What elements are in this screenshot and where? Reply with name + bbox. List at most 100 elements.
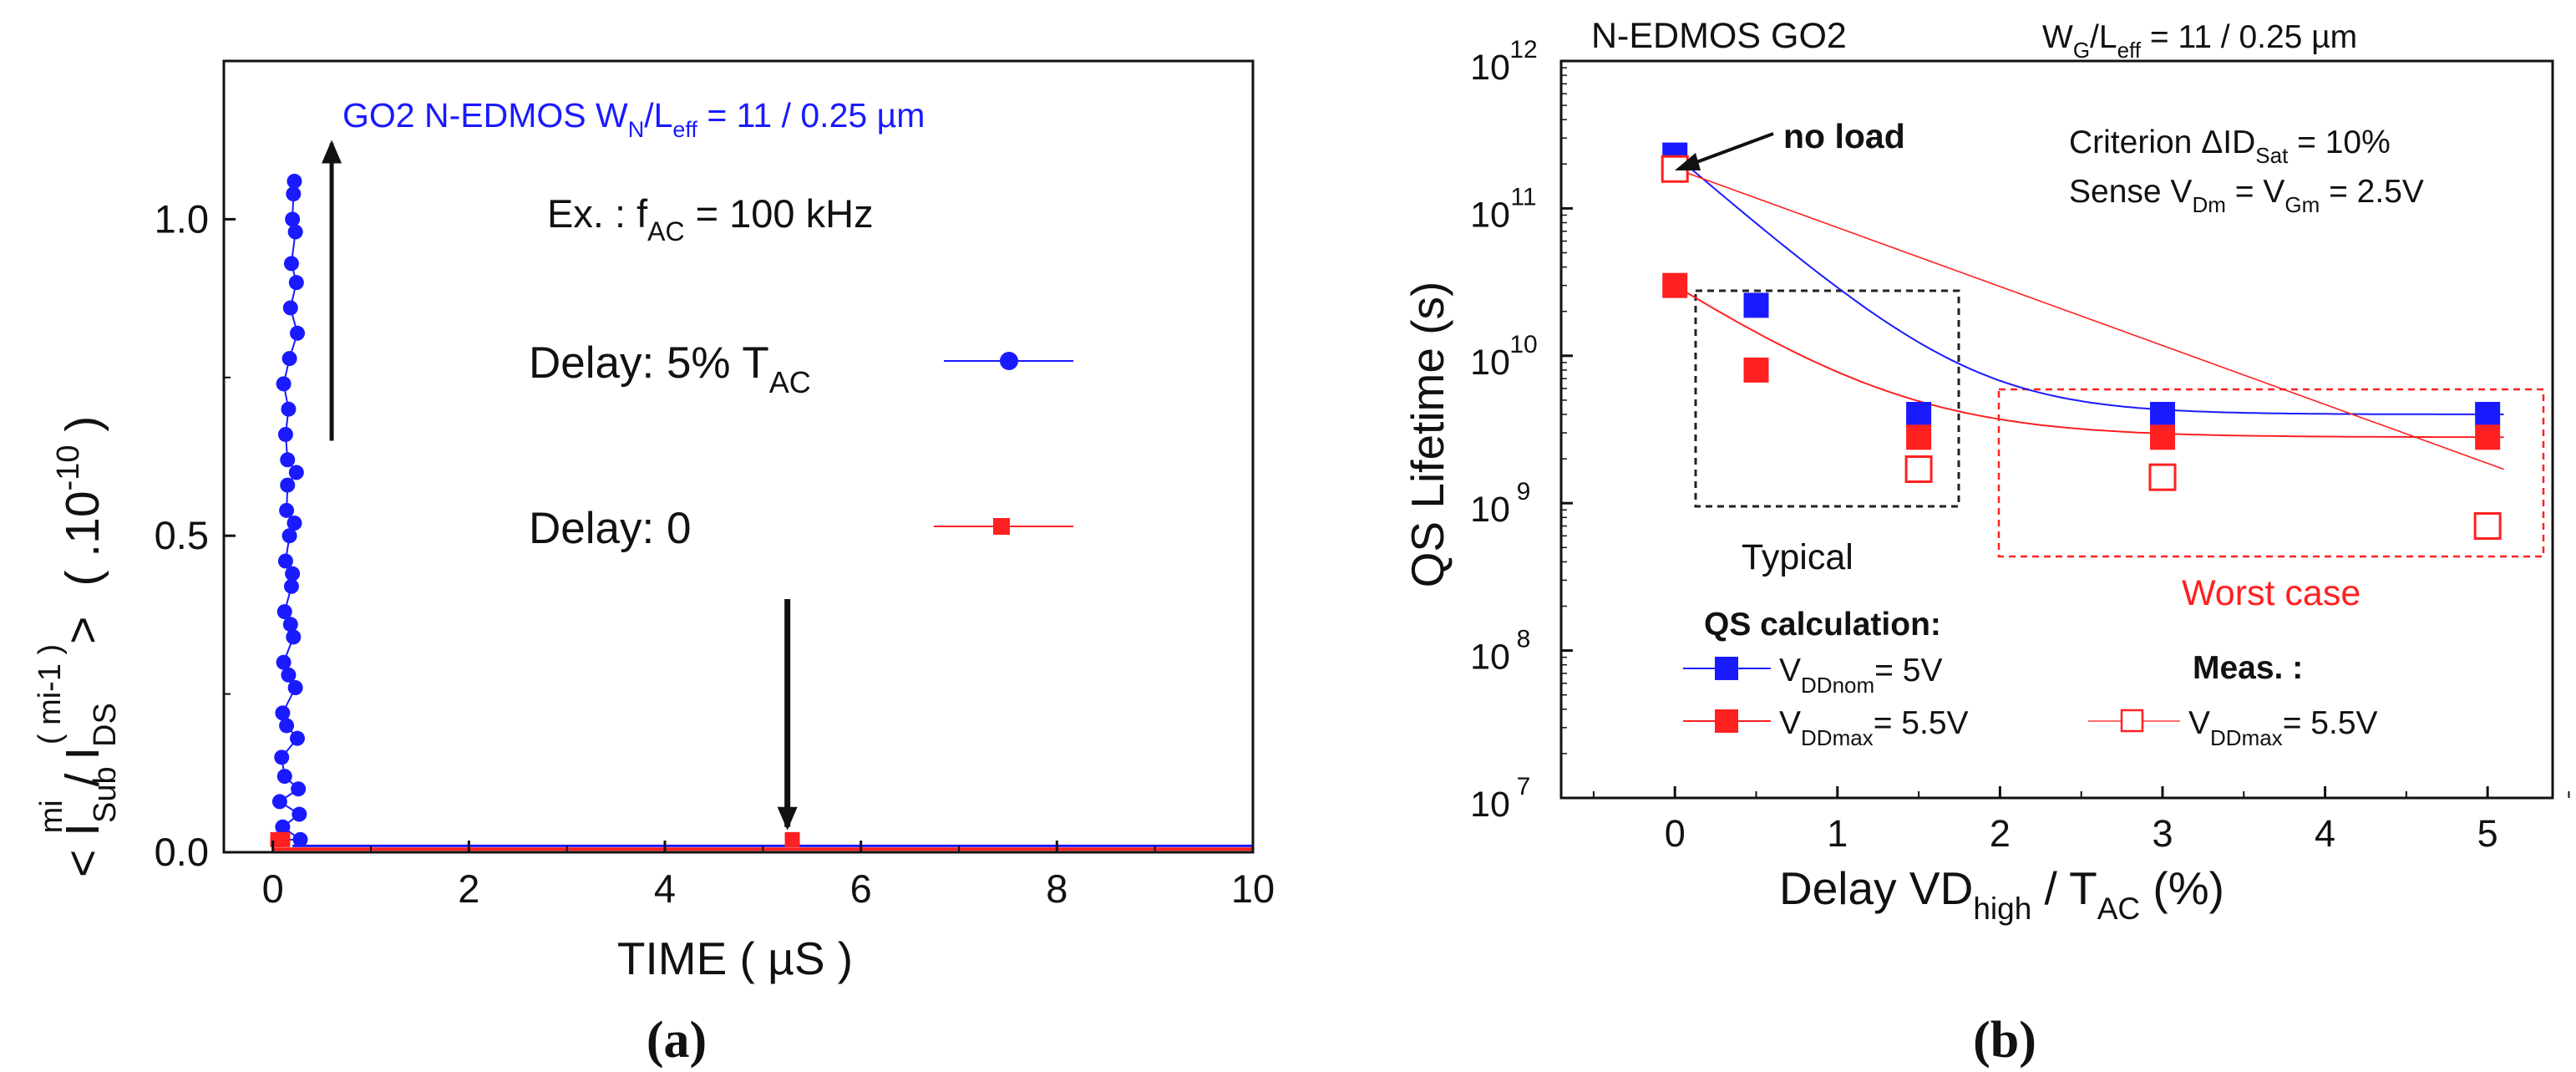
data-point [288, 465, 304, 480]
y-tick-exponent: 8 [1517, 626, 1531, 653]
panel-b-annotation-sense: Sense VDm = VGm = 2.5V [2069, 174, 2424, 217]
data-point [1906, 424, 1932, 450]
y-tick-label: 10 [1470, 195, 1510, 235]
panel-a-title: GO2 N-EDMOS WN/Leff = 11 / 0.25 µm [342, 96, 925, 142]
x-tick-label: 0 [1665, 812, 1686, 855]
legend-label-vddnom: VDDnom= 5V [1779, 653, 1942, 698]
data-point [1662, 272, 1688, 298]
panel-a-arrows [322, 140, 798, 831]
y-tick-label: 10 [1470, 343, 1510, 383]
legend-heading-meas: Meas. : [2193, 650, 2303, 686]
data-point [290, 325, 305, 341]
x-tick-label: 4 [2315, 812, 2335, 855]
data-point [2475, 401, 2501, 427]
legend-marker-vddmax-meas [2120, 709, 2144, 733]
data-point [282, 617, 298, 633]
data-point [279, 718, 295, 734]
x-tick-label: 10 [1231, 866, 1275, 911]
panel-b-x-axis-label: Delay VDhigh / TAC (%) [1779, 862, 2224, 926]
panel-a-legend: Delay: 5% TAC Delay: 0 [529, 338, 1073, 553]
panel-b-no-load-arrow [1675, 132, 1774, 170]
legend-marker-vddmax-calc [1715, 709, 1738, 733]
arrow-head [777, 806, 798, 831]
data-point [281, 401, 297, 417]
data-point [281, 667, 297, 683]
data-point [275, 705, 291, 721]
data-point [2473, 512, 2502, 541]
data-point [287, 516, 302, 531]
fit-curve [1674, 168, 2504, 470]
panel-a-caption: (a) [647, 1012, 707, 1069]
data-point [287, 224, 303, 240]
panel-b-label-typical: Typical [1742, 537, 1853, 577]
data-point [2475, 424, 2501, 450]
data-point [276, 654, 292, 670]
legend-label-delay-5pct: Delay: 5% TAC [529, 338, 811, 399]
y-tick-label: 10 [1470, 638, 1510, 678]
y-tick-exponent: 9 [1517, 478, 1531, 506]
data-point [276, 769, 292, 785]
panel-b-label-worst-case: Worst case [2182, 573, 2360, 613]
panel-a-plot-frame [222, 59, 1255, 854]
x-tick-label: 3 [2152, 812, 2173, 855]
x-tick-label: 2 [458, 866, 479, 911]
panel-a-y-axis-label: < ISubmi / IDS( mi-1 )>( .10-10 ) [33, 416, 123, 877]
y-tick-exponent: 12 [1509, 36, 1537, 64]
panel-b-plot-frame [1559, 59, 2554, 800]
data-point [276, 604, 292, 620]
y-tick-exponent: 7 [1517, 773, 1531, 800]
data-point [280, 477, 296, 493]
legend-marker-delay-5pct [1000, 352, 1018, 370]
data-point [287, 680, 303, 696]
data-point [283, 578, 299, 594]
data-point [2149, 424, 2175, 450]
data-point [277, 426, 293, 442]
data-point [276, 376, 292, 392]
data-point [288, 275, 304, 291]
data-point [280, 452, 296, 468]
data-point [281, 528, 297, 544]
fit-curve [1674, 154, 2504, 415]
data-point [286, 629, 302, 645]
y-tick-exponent: 10 [1509, 331, 1537, 358]
x-tick-label: 1 [1827, 812, 1848, 855]
arrow-head [322, 140, 342, 164]
data-point [1906, 401, 1932, 427]
data-point [274, 749, 290, 765]
data-point [282, 300, 298, 316]
panel-b-title-dimensions: WG/Leff = 11 / 0.25 µm [2042, 19, 2357, 63]
panel-a-x-axis-label: TIME ( µS ) [617, 932, 853, 984]
data-point [275, 819, 291, 835]
data-point [275, 831, 291, 847]
data-point [2148, 463, 2177, 491]
panel-b-data-points [1661, 142, 2502, 541]
panel-a-annotation-frequency: Ex. : fAC = 100 kHz [547, 191, 874, 246]
panel-b-fit-curves [1674, 154, 2504, 470]
data-point [283, 256, 299, 272]
data-point [2149, 401, 2175, 427]
data-point [1743, 357, 1769, 383]
data-point [292, 806, 307, 822]
data-point [279, 502, 295, 518]
x-tick-label: 2 [1990, 812, 2011, 855]
x-tick-label: 6 [850, 866, 872, 911]
panel-a-series-delay-5pct [270, 173, 1253, 847]
legend-label-delay-0: Delay: 0 [529, 504, 691, 553]
y-tick-label: 0.0 [155, 830, 209, 874]
y-tick-label: 10 [1470, 785, 1510, 825]
y-tick-label: 10 [1470, 490, 1510, 530]
data-point [285, 566, 301, 582]
panel-b-worst-case-box [1997, 388, 2545, 558]
data-point [286, 186, 302, 202]
legend-heading-qs-calculation: QS calculation: [1704, 607, 1941, 643]
y-tick-label: 1.0 [155, 196, 209, 241]
panel-b-y-axis-label: QS Lifetime (s) [1402, 282, 1453, 588]
data-point [291, 781, 307, 797]
data-point [281, 351, 297, 367]
panel-b-title: N-EDMOS GO2 [1591, 16, 1847, 56]
fit-curve [1674, 284, 2504, 439]
legend-label-vddmax-calc: VDDmax= 5.5V [1779, 705, 1969, 750]
panel-a-chart: 0 2 4 6 8 10 0.0 0.5 1.0 GO2 N-EDMOS WN/Leff = 1… [33, 59, 1275, 1069]
